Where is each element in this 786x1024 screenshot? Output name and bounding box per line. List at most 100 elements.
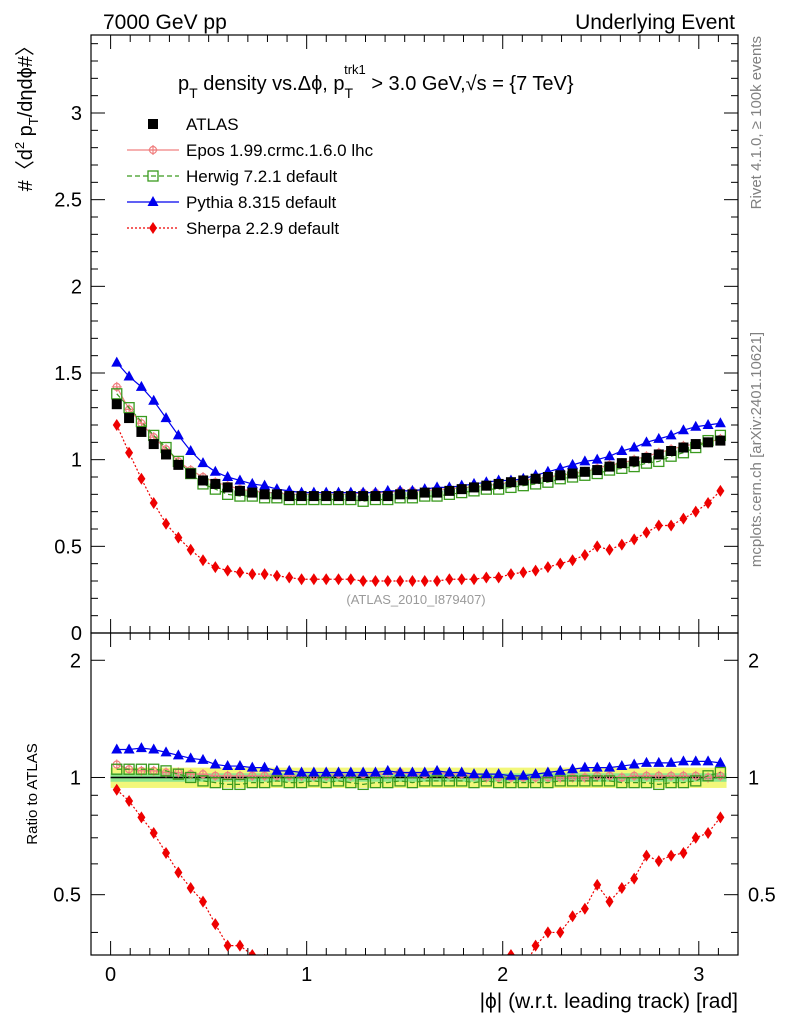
point-pythia xyxy=(148,394,160,405)
point-data xyxy=(284,491,295,502)
point-pythia xyxy=(567,458,579,469)
ratio-panel: 0.5 0.5 1 1 2 2 0 1 2 3 Ratio to ATLAS |ϕ| (w.r.… xyxy=(24,632,776,1013)
ratio-point-pythia xyxy=(148,743,160,754)
point-sherpa xyxy=(519,566,528,579)
ratio-point-sherpa xyxy=(235,939,244,952)
ratio-point-sherpa xyxy=(174,866,183,879)
point-sherpa xyxy=(371,575,380,587)
ratio-point-epos xyxy=(715,770,726,781)
ratio-point-herwig xyxy=(665,776,677,789)
point-data xyxy=(370,491,381,502)
ratio-point-sherpa xyxy=(519,964,527,976)
point-data xyxy=(629,456,640,467)
point-pythia xyxy=(554,462,566,473)
ratio-point-herwig xyxy=(542,776,554,789)
point-pythia xyxy=(172,429,184,440)
point-data xyxy=(666,446,677,456)
ratio-point-sherpa xyxy=(396,970,404,982)
point-sherpa xyxy=(186,543,195,556)
ratio-point-pythia xyxy=(283,764,295,775)
point-epos xyxy=(111,381,122,392)
point-herwig xyxy=(123,402,135,414)
ratio-point-herwig xyxy=(677,776,690,789)
point-sherpa xyxy=(457,573,466,586)
point-sherpa xyxy=(654,519,663,532)
point-pythia xyxy=(591,453,603,464)
point-sherpa xyxy=(162,517,171,530)
point-data xyxy=(259,489,270,500)
ratio-point-sherpa xyxy=(556,926,565,939)
ratio-line-sherpa xyxy=(116,789,721,955)
header-left: 7000 GeV pp xyxy=(103,11,227,34)
ratio-point-sherpa xyxy=(384,970,392,982)
point-pythia xyxy=(665,429,677,440)
legend-marker-herwig xyxy=(147,170,159,182)
ratio-point-epos xyxy=(629,770,640,781)
ratio-ylabel: Ratio to ATLAS xyxy=(24,743,41,844)
ratio-point-pythia xyxy=(554,764,566,775)
point-pythia xyxy=(677,424,689,435)
legend-entry-data: ATLAS xyxy=(148,115,239,134)
legend-label: Herwig 7.2.1 default xyxy=(186,167,337,186)
point-pythia xyxy=(185,445,197,455)
point-data xyxy=(444,485,455,496)
point-sherpa xyxy=(334,573,343,586)
point-data xyxy=(641,452,652,463)
point-sherpa xyxy=(433,575,442,587)
ratio-point-pythia xyxy=(690,755,702,766)
series-line-pythia xyxy=(116,362,721,494)
point-sherpa xyxy=(482,571,491,584)
ratio-point-pythia xyxy=(665,756,677,767)
ratio-point-pythia xyxy=(369,766,381,777)
ratio-point-pythia xyxy=(209,758,221,769)
ratio-point-herwig xyxy=(172,768,185,780)
legend: ATLAS Epos 1.99.crmc.1.6.0 lhc Herwig 7.2.… xyxy=(127,115,374,238)
analysis-watermark: (ATLAS_2010_I879407) xyxy=(346,592,485,607)
ratio-point-pythia xyxy=(296,766,308,777)
ratio-point-sherpa xyxy=(137,811,146,824)
ratio-point-herwig xyxy=(382,776,394,789)
ratio-point-herwig xyxy=(579,775,591,787)
point-pythia xyxy=(628,441,640,452)
main-ytick-label: 0.5 xyxy=(54,536,82,558)
point-sherpa xyxy=(420,575,429,587)
ratio-point-herwig xyxy=(148,763,160,775)
ratio-point-herwig xyxy=(295,776,308,789)
main-ytick-label: 1 xyxy=(71,450,82,472)
ratio-point-pythia xyxy=(505,769,517,780)
ratio-ytick-label-right: 1 xyxy=(748,767,759,789)
point-data xyxy=(185,468,196,479)
point-sherpa xyxy=(198,554,207,567)
ratio-ytick-label-left: 2 xyxy=(70,650,81,672)
ratio-point-sherpa xyxy=(470,970,478,982)
ratio-point-pythia xyxy=(640,756,652,767)
ratio-point-sherpa xyxy=(445,970,453,982)
point-pythia xyxy=(123,370,135,381)
point-herwig xyxy=(135,415,148,428)
ratio-point-herwig xyxy=(123,763,135,775)
ratio-point-pythia xyxy=(160,746,172,757)
ratio-point-sherpa xyxy=(112,783,121,796)
point-pythia xyxy=(259,479,271,490)
xtick-label: 0 xyxy=(105,964,116,986)
main-ytick-labels: 0 0.5 1 1.5 2 2.5 3 xyxy=(54,103,82,645)
point-data xyxy=(604,461,615,472)
mcplots-reference-label: mcplots.cern.ch [arXiv:2401.10621] xyxy=(748,332,765,567)
ratio-point-herwig xyxy=(185,771,197,784)
main-ytick-label: 0 xyxy=(71,623,82,645)
ratio-point-sherpa xyxy=(716,811,725,824)
point-pythia xyxy=(616,445,628,455)
ratio-point-sherpa xyxy=(149,827,158,840)
point-data xyxy=(481,480,492,491)
ratio-point-herwig xyxy=(702,770,714,782)
main-ylabel: #〈d2 pT/dηdϕ#〉 xyxy=(12,36,41,191)
point-sherpa xyxy=(543,561,552,574)
legend-label: ATLAS xyxy=(186,115,239,134)
point-sherpa xyxy=(346,573,355,586)
ratio-point-pythia xyxy=(628,758,640,769)
point-data xyxy=(173,459,184,470)
ratio-point-pythia xyxy=(702,755,714,766)
xtick-labels: 0 1 2 3 xyxy=(105,964,704,986)
point-pythia xyxy=(246,477,258,488)
ratio-point-pythia xyxy=(123,743,135,754)
